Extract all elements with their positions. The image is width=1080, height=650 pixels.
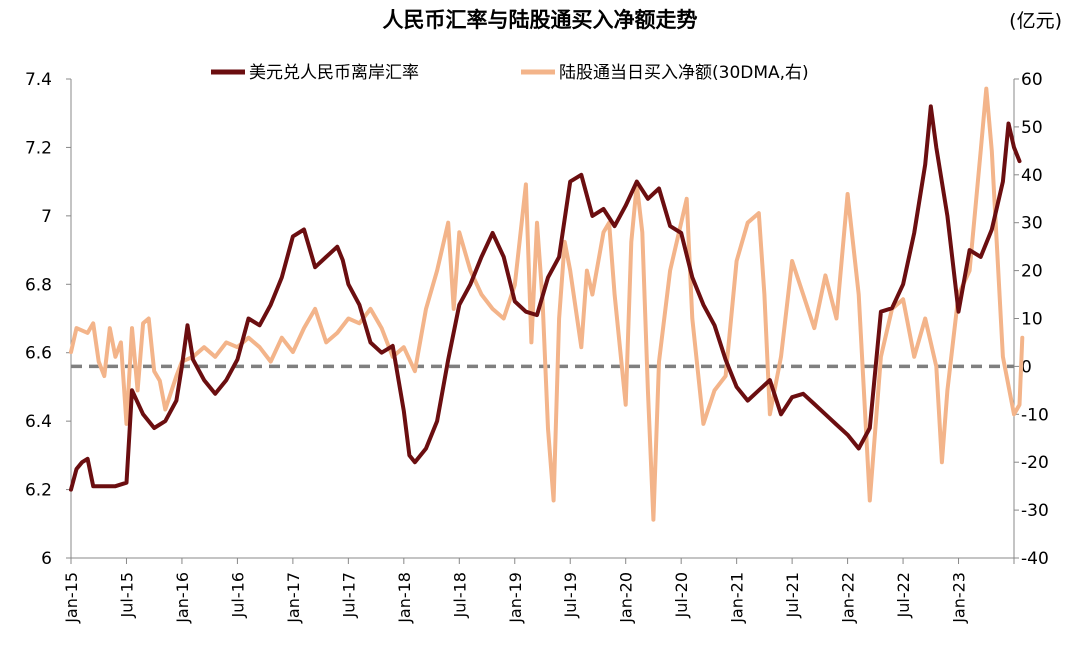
x-tick-label: Jan-21 xyxy=(728,572,747,624)
x-tick-label: Jul-20 xyxy=(672,572,691,618)
left-tick-label: 6.8 xyxy=(25,275,52,295)
right-tick-label: 10 xyxy=(1021,310,1043,330)
left-tick-label: 7 xyxy=(41,207,52,227)
x-tick-label: Jul-21 xyxy=(783,572,802,618)
left-tick-label: 6.4 xyxy=(25,412,52,432)
axes: 6 6.2 6.4 6.6 6.8 7 7.2 7.4 -40 -30 -20 -10 0 10 20 30 4… xyxy=(25,70,1049,624)
x-tick-label: Jul-17 xyxy=(339,572,358,618)
right-axis-unit: (亿元) xyxy=(1009,10,1062,32)
right-tick-label: -10 xyxy=(1021,405,1049,425)
x-tick-label: Jan-22 xyxy=(839,572,858,624)
right-tick-label: 50 xyxy=(1021,118,1043,138)
exchange-rate-line xyxy=(69,104,1022,492)
right-tick-label: 30 xyxy=(1021,214,1043,234)
legend-label-net-buy: 陆股通当日买入净额(30DMA,右) xyxy=(559,63,809,83)
right-tick-label: -30 xyxy=(1021,501,1049,521)
legend-label-exchange-rate: 美元兑人民币离岸汇率 xyxy=(249,63,419,83)
right-tick-label: 0 xyxy=(1021,357,1032,377)
x-tick-label: Jul-16 xyxy=(228,572,247,618)
x-tick-label: Jan-23 xyxy=(950,572,969,624)
x-tick-label: Jan-20 xyxy=(617,572,636,624)
x-tick-label: Jul-22 xyxy=(894,572,913,618)
chart-title: 人民币汇率与陆股通买入净额走势 xyxy=(383,8,698,32)
right-tick-label: 20 xyxy=(1021,262,1043,282)
left-tick-label: 6 xyxy=(41,549,52,569)
x-tick-label: Jul-15 xyxy=(117,572,136,618)
series-layer xyxy=(69,86,1025,522)
right-tick-label: 60 xyxy=(1021,70,1043,90)
left-tick-label: 7.4 xyxy=(25,70,52,90)
x-tick-label: Jan-16 xyxy=(173,572,192,624)
x-tick-label: Jul-19 xyxy=(561,572,580,618)
left-tick-label: 7.2 xyxy=(25,138,52,158)
x-tick-label: Jul-18 xyxy=(450,572,469,618)
x-tick-label: Jan-15 xyxy=(62,572,81,624)
right-tick-label: -40 xyxy=(1021,549,1049,569)
right-tick-label: -20 xyxy=(1021,453,1049,473)
x-tick-label: Jan-17 xyxy=(284,572,303,624)
x-tick-label: Jan-19 xyxy=(506,572,525,624)
net-buy-line xyxy=(69,86,1025,522)
left-tick-label: 6.6 xyxy=(25,344,52,364)
right-tick-label: 40 xyxy=(1021,166,1043,186)
left-tick-label: 6.2 xyxy=(25,481,52,501)
legend: 美元兑人民币离岸汇率 陆股通当日买入净额(30DMA,右) xyxy=(211,63,809,83)
x-tick-label: Jan-18 xyxy=(395,572,414,624)
